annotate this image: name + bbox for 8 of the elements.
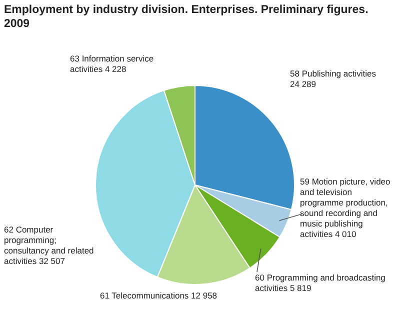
data-label: 24 289 (290, 79, 316, 90)
slice-label: 59 Motion picture, video and television programme production, sound recording and music publishing activities 4 010 (300, 176, 391, 240)
slice-label: 58 Publishing activities (290, 68, 376, 79)
chart-title: Employment by industry division. Enterprises. Preliminary figures. 2009 (4, 3, 370, 31)
slice-label: 62 Computer programming; consultancy and related activities 32 507 (4, 224, 94, 266)
slice-label: 60 Programming and broadcasting activities 5 819 (255, 272, 386, 294)
slice-label: 61 Telecommunications 12 958 (100, 290, 218, 301)
slice-label: 63 Information service activities 4 228 (70, 54, 154, 74)
